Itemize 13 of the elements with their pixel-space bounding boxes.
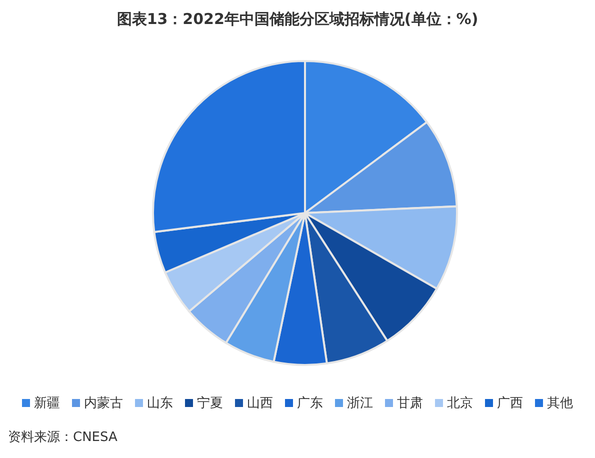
legend-label: 山东 [146,395,173,412]
legend-label: 广东 [296,395,323,412]
legend-label: 内蒙古 [83,395,123,412]
chart-title: 图表13：2022年中国储能分区域招标情况(单位：%) [116,10,480,29]
legend-label: 山西 [246,395,273,412]
legend-label: 浙江 [346,395,373,412]
legend-label: 北京 [446,395,473,412]
legend-label: 宁夏 [196,395,223,412]
legend-label: 新疆 [33,395,60,412]
text: 资料来源：CNESA [8,429,118,446]
legend-label: 其他 [546,395,573,412]
legend-label: 甘肃 [396,395,423,412]
legend-label: 广西 [496,395,523,412]
